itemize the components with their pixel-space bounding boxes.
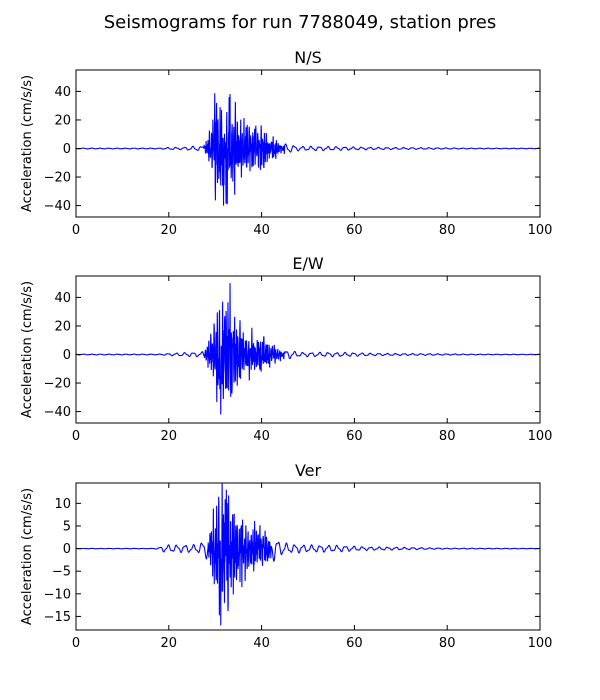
panel-ew: E/W Acceleration (cm/s/s) 0 20 40 60 80 100 −40 −… — [20, 254, 552, 444]
y-tick-label-ns-40: 40 — [54, 85, 71, 100]
axes-frame-ew — [75, 275, 541, 424]
trace-line-ew — [76, 283, 540, 415]
y-tick-label-ew-0: 0 — [63, 348, 71, 363]
x-tick-label-ew-80: 80 — [439, 429, 456, 444]
panel-title-ew: E/W — [292, 254, 324, 273]
x-tick-label-ver-60: 60 — [346, 636, 363, 651]
x-tick-label-ver-80: 80 — [439, 636, 456, 651]
panel-title-ns: N/S — [294, 48, 322, 67]
x-tick-label-ns-20: 20 — [161, 223, 178, 238]
axes-frame-ns — [75, 69, 541, 218]
trace-line-ver — [76, 483, 540, 626]
x-tick-label-ew-0: 0 — [72, 429, 80, 444]
y-tick-label-ew-40: 40 — [54, 291, 71, 306]
panel-title-ver: Ver — [295, 461, 322, 480]
y-tick-label-ns--20: −20 — [44, 171, 71, 186]
x-tick-label-ver-0: 0 — [72, 636, 80, 651]
x-tick-label-ew-60: 60 — [346, 429, 363, 444]
x-tick-label-ns-40: 40 — [253, 223, 270, 238]
x-tick-label-ew-20: 20 — [161, 429, 178, 444]
y-tick-label-ver--5: −5 — [52, 565, 71, 580]
x-tick-label-ew-40: 40 — [253, 429, 270, 444]
x-tick-label-ns-80: 80 — [439, 223, 456, 238]
y-tick-label-ew-20: 20 — [54, 319, 71, 334]
x-tick-label-ns-100: 100 — [528, 223, 553, 238]
y-tick-label-ns--40: −40 — [44, 199, 71, 214]
x-tick-label-ns-0: 0 — [72, 223, 80, 238]
ylabel-ver: Acceleration (cm/s/s) — [20, 488, 35, 625]
y-tick-label-ver-10: 10 — [54, 497, 71, 512]
x-tick-label-ver-100: 100 — [528, 636, 553, 651]
ylabel-ns: Acceleration (cm/s/s) — [20, 75, 35, 212]
y-tick-label-ew--20: −20 — [44, 377, 71, 392]
x-tick-label-ew-100: 100 — [528, 429, 553, 444]
y-tick-label-ew--40: −40 — [44, 405, 71, 420]
y-tick-label-ver--10: −10 — [44, 587, 71, 602]
x-tick-label-ns-60: 60 — [346, 223, 363, 238]
ylabel-ew: Acceleration (cm/s/s) — [20, 281, 35, 418]
y-tick-label-ns-20: 20 — [54, 113, 71, 128]
x-tick-label-ver-20: 20 — [161, 636, 178, 651]
figure-title: Seismograms for run 7788049, station pre… — [104, 12, 496, 33]
y-tick-label-ver-5: 5 — [63, 519, 71, 534]
trace-line-ns — [76, 93, 540, 206]
y-tick-label-ver-0: 0 — [63, 542, 71, 557]
panel-ns: N/S Acceleration (cm/s/s) 0 20 40 60 80 100 −40 −… — [20, 48, 552, 238]
y-tick-label-ns-0: 0 — [63, 142, 71, 157]
x-tick-label-ver-40: 40 — [253, 636, 270, 651]
axes-frame-ver — [75, 482, 541, 631]
y-tick-label-ver--15: −15 — [44, 610, 71, 625]
